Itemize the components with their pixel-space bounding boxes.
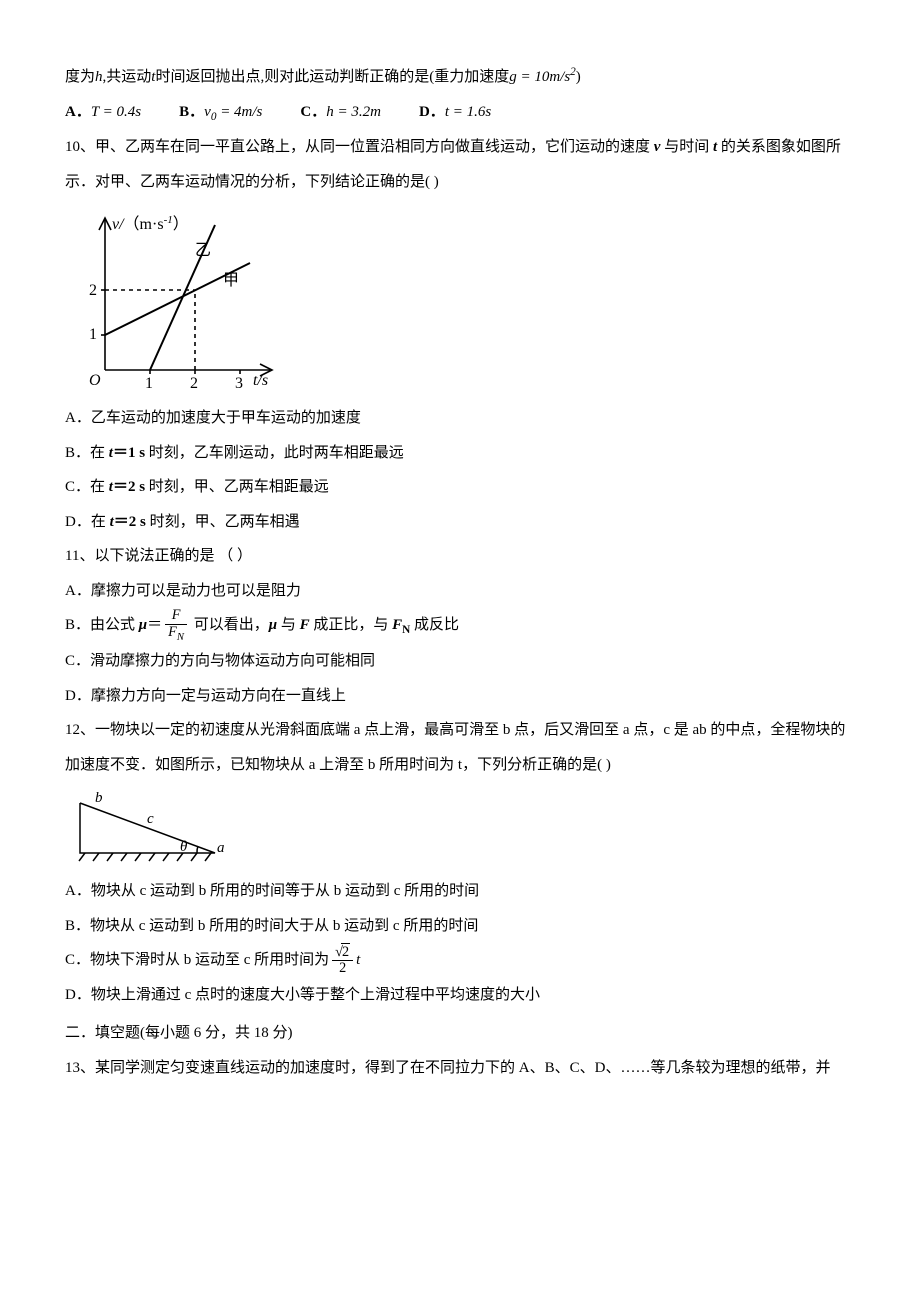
opt-label: C．: [300, 104, 326, 120]
q12-stem: 12、一物块以一定的初速度从光滑斜面底端 a 点上滑，最高可滑至 b 点，后又滑…: [65, 713, 855, 782]
q10-opt-b: B．在 t＝1 s 时刻，乙车刚运动，此时两车相距最远: [65, 436, 855, 471]
xlabel: t/s: [253, 372, 268, 389]
text: 某同学测定匀变速直线运动的加速度时，得到了在不同拉力下的 A、B、C、D、……等…: [95, 1060, 830, 1076]
label-c: c: [147, 811, 154, 827]
text: B．由公式: [65, 617, 139, 633]
text: 时刻，甲、乙两车相遇: [146, 514, 300, 530]
eq: ＝1 s: [113, 445, 145, 461]
opt-text: v: [204, 104, 211, 120]
opt-label: D．: [419, 104, 445, 120]
q10-vt-chart: v/（m·s-1） 1 2 O 1 2 3 t/s 乙 甲: [65, 205, 285, 395]
text: 度为: [65, 69, 95, 85]
q-num: 10、: [65, 139, 95, 155]
q12-opt-b: B．物块从 c 运动到 b 所用的时间大于从 b 运动到 c 所用的时间: [65, 909, 855, 944]
label-jia: 甲: [223, 272, 239, 289]
xtick-1: 1: [145, 375, 153, 392]
text: 一物块以一定的初速度从光滑斜面底端 a 点上滑，最高可滑至 b 点，后又滑回至 …: [65, 722, 845, 773]
text: 时刻，甲、乙两车相距最远: [145, 479, 329, 495]
q-num: 13、: [65, 1060, 95, 1076]
F: F: [168, 624, 177, 640]
origin: O: [89, 372, 101, 389]
F: F: [300, 617, 310, 633]
q13-stem: 13、某同学测定匀变速直线运动的加速度时，得到了在不同拉力下的 A、B、C、D、…: [65, 1051, 855, 1086]
label-a: a: [217, 840, 225, 856]
g-expr: g = 10m/s: [509, 69, 570, 85]
q9-opt-d: D．t = 1.6s: [419, 95, 491, 131]
xtick-3: 3: [235, 375, 243, 392]
var-h: h: [95, 69, 103, 85]
q9-tail-line: 度为h,共运动t时间返回抛出点,则对此运动判断正确的是(重力加速度g = 10m…: [65, 60, 855, 95]
text: 以下说法正确的是 （ ）: [94, 548, 252, 564]
sqrt-bar: 2: [341, 943, 350, 960]
text: C．物块下滑时从 b 运动至 c 所用时间为: [65, 952, 329, 968]
q-num: 12、: [65, 722, 95, 738]
frac-num: F: [165, 608, 187, 625]
section-2-title: 二．填空题(每小题 6 分，共 18 分): [65, 1016, 855, 1051]
opt-label: B．: [179, 104, 204, 120]
q10-opt-d: D．在 t＝2 s 时刻，甲、乙两车相遇: [65, 505, 855, 540]
F: F: [392, 617, 402, 633]
q9-opt-b: B．v0 = 4m/s: [179, 95, 262, 131]
text: 甲、乙两车在同一平直公路上，从同一位置沿相同方向做直线运动，它们运动的速度: [95, 139, 654, 155]
text: 时刻，乙车刚运动，此时两车相距最远: [145, 445, 404, 461]
ytick-1: 1: [89, 326, 97, 343]
text: 与时间: [660, 139, 713, 155]
text: D．在: [65, 514, 110, 530]
frac-den: 2: [332, 961, 353, 977]
text: B．在: [65, 445, 109, 461]
label-theta: θ: [180, 839, 188, 855]
q10-opt-a: A．乙车运动的加速度大于甲车运动的加速度: [65, 401, 855, 436]
sqrt-arg: 2: [342, 944, 349, 960]
ytick-2: 2: [89, 282, 97, 299]
frac-den: FN: [165, 625, 187, 644]
text: 成正比，与: [310, 617, 393, 633]
frac-num: √2: [332, 945, 353, 962]
q11-opt-a: A．摩擦力可以是动力也可以是阻力: [65, 574, 855, 609]
text: 可以看出，: [190, 617, 269, 633]
q10-opt-c: C．在 t＝2 s 时刻，甲、乙两车相距最远: [65, 470, 855, 505]
text: 成反比: [410, 617, 459, 633]
q11-opt-b: B．由公式 μ＝FFN 可以看出，μ 与 F 成正比，与 FN 成反比: [65, 608, 855, 644]
mu: μ: [269, 617, 277, 633]
close: ): [576, 69, 581, 85]
q12-opt-c: C．物块下滑时从 b 运动至 c 所用时间为√22t: [65, 943, 855, 978]
q11-opt-c: C．滑动摩擦力的方向与物体运动方向可能相同: [65, 644, 855, 679]
q9-opt-a: A．T = 0.4s: [65, 95, 141, 131]
sub-N: N: [177, 631, 184, 643]
text: 与: [277, 617, 300, 633]
q9-opt-c: C．h = 3.2m: [300, 95, 381, 131]
opt-label: A．: [65, 104, 91, 120]
opt-text: t = 1.6s: [445, 104, 491, 120]
var-t: t: [356, 952, 360, 968]
eq: ＝2 s: [113, 479, 145, 495]
text: 时间返回抛出点,则对此运动判断正确的是(重力加速度: [155, 69, 509, 85]
ylabel: v/（m·s-1）: [112, 214, 189, 233]
q9-options: A．T = 0.4s B．v0 = 4m/s C．h = 3.2m D．t = …: [65, 95, 855, 131]
q-num: 11、: [65, 548, 94, 564]
opt-text: h = 3.2m: [326, 104, 381, 120]
fraction: FFN: [165, 608, 187, 643]
q10-stem: 10、甲、乙两车在同一平直公路上，从同一位置沿相同方向做直线运动，它们运动的速度…: [65, 130, 855, 199]
label-yi: 乙: [195, 242, 211, 259]
eq: ＝2 s: [114, 514, 146, 530]
opt-text: T = 0.4s: [91, 104, 141, 120]
q12-opt-d: D．物块上滑通过 c 点时的速度大小等于整个上滑过程中平均速度的大小: [65, 978, 855, 1013]
text: C．在: [65, 479, 109, 495]
eq: ＝: [147, 617, 162, 633]
q12-opt-a: A．物块从 c 运动到 b 所用的时间等于从 b 运动到 c 所用的时间: [65, 874, 855, 909]
q11-stem: 11、以下说法正确的是 （ ）: [65, 539, 855, 574]
q11-opt-d: D．摩擦力方向一定与运动方向在一直线上: [65, 679, 855, 714]
label-b: b: [95, 790, 103, 806]
text: ,共运动: [103, 69, 152, 85]
xtick-2: 2: [190, 375, 198, 392]
fraction: √22: [332, 945, 353, 977]
mu: μ: [139, 617, 147, 633]
opt-tail: = 4m/s: [216, 104, 262, 120]
q12-incline-diagram: b c a θ: [65, 788, 235, 868]
